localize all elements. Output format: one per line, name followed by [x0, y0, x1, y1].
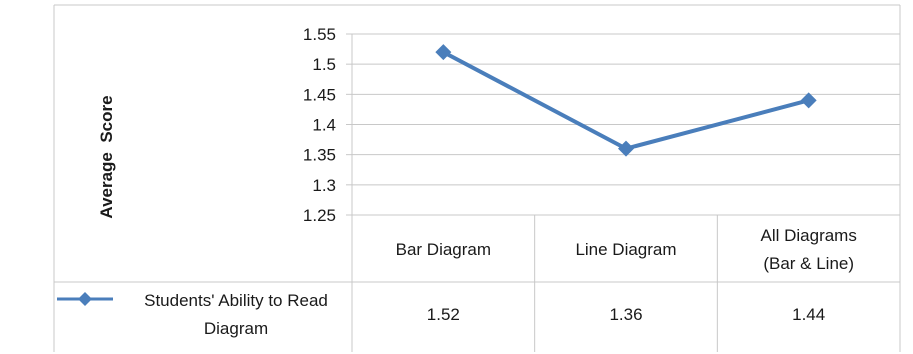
y-tick-label: 1.45 [303, 85, 336, 104]
table-value: 1.44 [792, 305, 825, 324]
table-value: 1.52 [427, 305, 460, 324]
legend: Students' Ability to Read Diagram [57, 291, 328, 338]
category-label: Bar Diagram [396, 240, 491, 259]
y-tick-label: 1.5 [312, 55, 336, 74]
legend-label-line1: Students' Ability to Read [144, 291, 328, 310]
legend-label-line2: Diagram [204, 319, 268, 338]
data-table [54, 215, 900, 352]
y-tick-labels: 1.25 1.3 1.35 1.4 1.45 1.5 1.55 [303, 25, 336, 225]
y-axis-title: Average Score [97, 95, 116, 218]
table-value: 1.36 [609, 305, 642, 324]
y-tick-label: 1.25 [303, 206, 336, 225]
y-tick-label: 1.35 [303, 146, 336, 165]
category-label: All Diagrams [760, 226, 856, 245]
data-point-marker [435, 44, 452, 61]
y-tick-label: 1.3 [312, 176, 336, 195]
legend-diamond-icon [78, 292, 92, 306]
y-tick-label: 1.4 [312, 116, 336, 135]
y-tick-label: 1.55 [303, 25, 336, 44]
category-label-line2: (Bar & Line) [763, 254, 854, 273]
series-students-ability [435, 44, 817, 157]
data-point-marker [800, 92, 817, 109]
series-line [442, 50, 810, 151]
table-value-labels: 1.52 1.36 1.44 [427, 305, 825, 324]
category-label: Line Diagram [575, 240, 676, 259]
category-labels: Bar Diagram Line Diagram All Diagrams (Bar … [396, 226, 857, 273]
data-point-marker [618, 140, 634, 157]
